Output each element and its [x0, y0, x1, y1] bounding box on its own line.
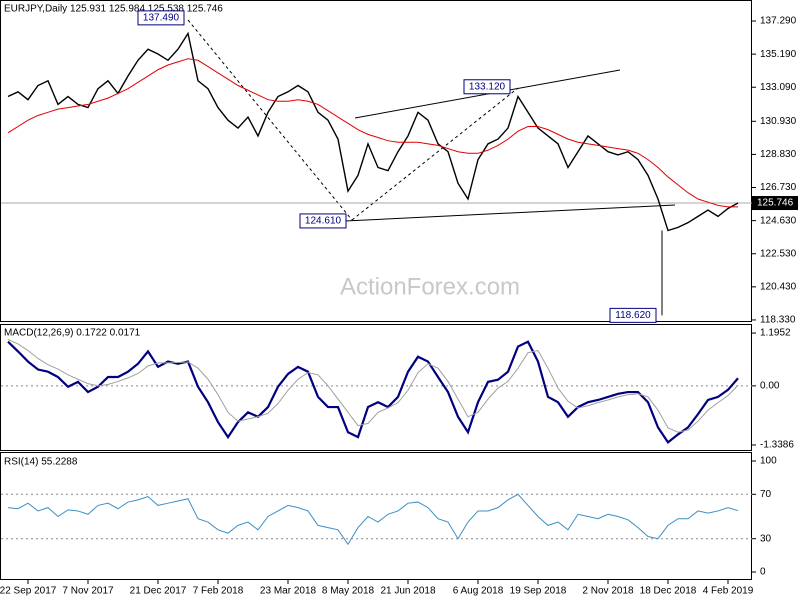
y-tick-label: 0: [760, 567, 766, 578]
x-tick-label: 18 Dec 2018: [640, 586, 697, 597]
y-tick-label: 130.930: [760, 116, 797, 127]
y-tick-label: 1.1952: [760, 328, 791, 339]
last-price-label: 125.746: [757, 198, 794, 209]
annotation-box: [137, 10, 185, 26]
x-tick-label: 4 Feb 2019: [703, 586, 754, 597]
series-line: [7, 493, 739, 546]
series-line: [7, 31, 739, 232]
y-tick-label: -1.3386: [760, 440, 794, 451]
x-tick-label: 23 Mar 2018: [260, 586, 317, 597]
series-line: [7, 58, 738, 208]
x-tick-label: 8 May 2018: [322, 586, 375, 597]
last-price-box: [752, 196, 798, 211]
y-tick-label: 70: [760, 489, 772, 500]
x-tick-label: 7 Feb 2018: [193, 586, 244, 597]
watermark: ActionForex.com: [340, 273, 520, 300]
x-tick-label: 21 Jun 2018: [380, 586, 435, 597]
macd-panel: [0, 324, 752, 451]
x-tick-label: 19 Sep 2018: [510, 586, 567, 597]
y-tick-label: 118.330: [760, 315, 796, 326]
rsi-title: RSI(14) 55.2288: [4, 457, 78, 468]
y-tick-label: 124.630: [760, 215, 797, 226]
macd-title: MACD(12,26,9) 0.1722 0.0171: [4, 328, 141, 339]
x-tick-label: 7 Nov 2017: [62, 586, 114, 597]
chart-title: EURJPY,Daily 125.931 125.984 125.538 125…: [4, 4, 223, 15]
swing-line: [187, 19, 353, 221]
y-tick-label: 135.190: [760, 49, 797, 60]
y-tick-label: 100: [760, 456, 777, 467]
swing-line: [351, 87, 519, 221]
y-tick-label: 128.830: [760, 149, 797, 160]
trend-line: [344, 204, 676, 222]
annotation-label: 124.610: [305, 216, 342, 227]
y-tick-label: 133.090: [760, 82, 797, 93]
annotation-label: 118.620: [615, 310, 651, 321]
x-tick-label: 2 Nov 2018: [582, 586, 634, 597]
y-tick-label: 126.730: [760, 182, 797, 193]
annotation-box: [463, 79, 511, 95]
x-tick-label: 6 Aug 2018: [453, 586, 504, 597]
x-tick-label: 22 Sep 2017: [0, 586, 57, 597]
rsi-panel: [0, 452, 752, 580]
series-line: [7, 339, 739, 433]
series-line: [7, 340, 739, 444]
y-tick-label: 120.430: [760, 281, 797, 292]
annotation-label: 133.120: [469, 81, 506, 92]
annotation-box: [299, 213, 347, 229]
y-tick-label: 137.290: [760, 16, 797, 27]
y-tick-label: 0.00: [760, 380, 780, 391]
annotation-label: 137.490: [143, 13, 180, 24]
y-tick-label: 30: [760, 533, 772, 544]
x-tick-label: 21 Dec 2017: [130, 586, 187, 597]
y-tick-label: 122.530: [760, 248, 797, 259]
price-panel: [0, 0, 752, 322]
annotation-box: [609, 307, 657, 323]
